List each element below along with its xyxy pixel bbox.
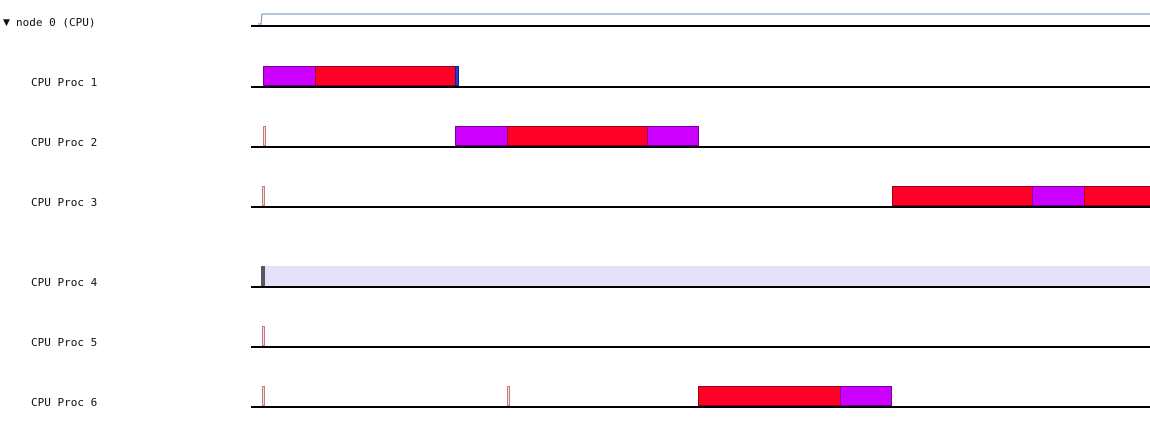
task-bar[interactable] bbox=[315, 66, 456, 86]
row-baseline-proc-5 bbox=[251, 346, 1150, 348]
row-baseline-proc-4 bbox=[251, 286, 1150, 288]
task-bar[interactable] bbox=[840, 386, 892, 406]
row-baseline-proc-6 bbox=[251, 406, 1150, 408]
task-marker[interactable] bbox=[262, 386, 265, 406]
row-label-proc-4: CPU Proc 4 bbox=[31, 276, 98, 289]
row-label-proc-3: CPU Proc 3 bbox=[31, 196, 98, 209]
task-bar[interactable] bbox=[1032, 186, 1085, 206]
task-marker[interactable] bbox=[261, 266, 265, 286]
node-utilization-line bbox=[258, 13, 1150, 25]
row-label-proc-2: CPU Proc 2 bbox=[31, 136, 98, 149]
row-label-proc-6: CPU Proc 6 bbox=[31, 396, 98, 409]
task-marker[interactable] bbox=[262, 186, 265, 206]
task-bar[interactable] bbox=[263, 66, 316, 86]
task-marker[interactable] bbox=[263, 126, 266, 146]
node-baseline bbox=[251, 25, 1150, 27]
task-bar[interactable] bbox=[647, 126, 699, 146]
task-marker[interactable] bbox=[507, 386, 510, 406]
node-label: node 0 (CPU) bbox=[16, 16, 96, 29]
row-label-proc-5: CPU Proc 5 bbox=[31, 336, 98, 349]
row-label-proc-1: CPU Proc 1 bbox=[31, 76, 98, 89]
row-baseline-proc-2 bbox=[251, 146, 1150, 148]
collapse-toggle-icon[interactable]: ▼ bbox=[3, 18, 10, 28]
task-bar[interactable] bbox=[1084, 186, 1150, 206]
task-bar[interactable] bbox=[455, 66, 459, 86]
task-bar[interactable] bbox=[507, 126, 648, 146]
utilization-polyline bbox=[258, 13, 1150, 25]
task-bar[interactable] bbox=[892, 186, 1033, 206]
row-baseline-proc-3 bbox=[251, 206, 1150, 208]
row-baseline-proc-1 bbox=[251, 86, 1150, 88]
task-bar[interactable] bbox=[698, 386, 841, 406]
idle-bar[interactable] bbox=[264, 266, 1150, 286]
task-marker[interactable] bbox=[262, 326, 265, 346]
task-bar[interactable] bbox=[455, 126, 508, 146]
